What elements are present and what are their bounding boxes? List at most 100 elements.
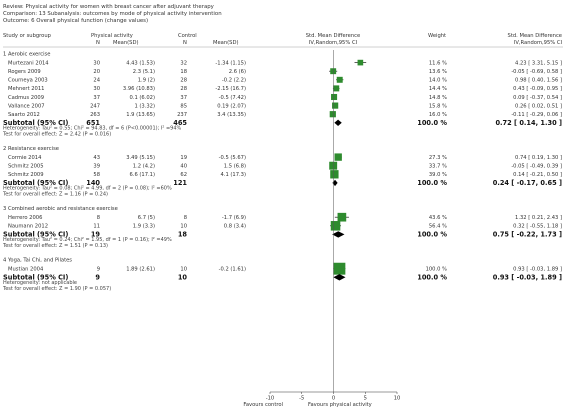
group-title: 4 Yoga, Tai Chi, and Pilates bbox=[3, 258, 72, 264]
subtotal-pa-n: 140 bbox=[86, 179, 100, 187]
weight-value: 14.8 % bbox=[429, 95, 447, 101]
pa-n: 30 bbox=[93, 86, 100, 92]
c-n: 10 bbox=[180, 224, 187, 230]
pa-n: 11 bbox=[93, 224, 100, 230]
c-mean-sd: 3.4 (13.35) bbox=[217, 112, 246, 118]
pa-n: 263 bbox=[90, 112, 100, 118]
group-title: 1 Aerobic exercise bbox=[3, 52, 50, 58]
col-physical-activity: Physical activity bbox=[91, 33, 133, 39]
c-mean-sd: -0.2 (2.2) bbox=[222, 78, 246, 84]
effect-square bbox=[331, 93, 338, 101]
weight-value: 13.6 % bbox=[429, 69, 447, 75]
subtotal-diamond bbox=[333, 274, 346, 281]
subtotal-ci: 0.24 [ -0.17, 0.65 ] bbox=[493, 179, 562, 187]
col-pa-mean-sd: Mean(SD) bbox=[113, 40, 138, 46]
pa-n: 43 bbox=[93, 155, 100, 161]
pa-mean-sd: 1 (3.32) bbox=[134, 103, 155, 109]
c-n: 18 bbox=[180, 69, 187, 75]
subtotal-label: Subtotal (95% CI) bbox=[3, 274, 68, 282]
pa-mean-sd: 1.2 (4.2) bbox=[133, 164, 155, 170]
c-n: 85 bbox=[180, 103, 187, 109]
effect-square bbox=[336, 76, 343, 83]
subtotal-ci: 0.72 [ 0.14, 1.30 ] bbox=[495, 119, 562, 127]
c-mean-sd: 1.5 (6.8) bbox=[224, 164, 246, 170]
x-axis: -10 -5 0 5 10 bbox=[266, 50, 401, 402]
smd-ci-value: 0.14 [ -0.21, 0.50 ] bbox=[513, 172, 562, 178]
col-c-n: N bbox=[183, 40, 187, 46]
subtotal-weight: 100.0 % bbox=[417, 179, 447, 187]
study-name: Courneya 2003 bbox=[8, 78, 48, 84]
pa-mean-sd: 6.7 (5) bbox=[138, 215, 155, 221]
weight-value: 43.6 % bbox=[429, 215, 447, 221]
c-mean-sd: -0.5 (7.42) bbox=[219, 95, 246, 101]
pa-mean-sd: 1.9 (3.3) bbox=[133, 224, 155, 230]
subtotal-ci: 0.75 [ -0.22, 1.73 ] bbox=[493, 231, 562, 239]
study-name: Vallance 2007 bbox=[8, 103, 45, 109]
smd-ci-value: -0.05 [ -0.69, 0.58 ] bbox=[511, 69, 562, 75]
c-n: 19 bbox=[180, 155, 187, 161]
c-n: 62 bbox=[180, 172, 187, 178]
tick-label: 10 bbox=[394, 396, 401, 402]
c-n: 40 bbox=[180, 164, 187, 170]
c-mean-sd: 2.6 (6) bbox=[229, 69, 246, 75]
tick-label: 5 bbox=[364, 396, 367, 402]
pa-mean-sd: 3.49 (5.15) bbox=[126, 155, 155, 161]
smd-ci-value: -0.05 [ -0.49, 0.39 ] bbox=[511, 164, 562, 170]
smd-ci-value: 0.74 [ 0.19, 1.30 ] bbox=[515, 155, 562, 161]
study-name: Cormie 2014 bbox=[8, 155, 42, 161]
c-mean-sd: -1.7 (6.9) bbox=[222, 215, 246, 221]
weight-value: 39.0 % bbox=[429, 172, 447, 178]
favours-control-label: Favours control bbox=[243, 402, 283, 408]
weight-value: 33.7 % bbox=[429, 164, 447, 170]
pa-n: 30 bbox=[93, 60, 100, 66]
smd-ci-value: -0.11 [ -0.29, 0.06 ] bbox=[511, 112, 562, 118]
smd-ci-value: 0.98 [ 0.40, 1.56 ] bbox=[515, 78, 562, 84]
col-pa-n: N bbox=[96, 40, 100, 46]
subtotal-pa-n: 19 bbox=[91, 231, 101, 239]
overall-effect-text: Test for overall effect: Z = 1.90 (P = 0… bbox=[2, 286, 111, 292]
pa-mean-sd: 2.3 (5.1) bbox=[133, 69, 155, 75]
study-name: Saarto 2012 bbox=[8, 112, 40, 118]
col-c-mean-sd: Mean(SD) bbox=[213, 40, 238, 46]
pa-n: 37 bbox=[93, 95, 100, 101]
weight-value: 11.6 % bbox=[429, 60, 447, 66]
outcome-line: Outcome: 6 Overall physical function (ch… bbox=[3, 18, 148, 24]
study-name: Herrero 2006 bbox=[8, 215, 42, 221]
col-smd-method-right: IV,Random,95% CI bbox=[514, 40, 563, 46]
weight-value: 15.8 % bbox=[429, 103, 447, 109]
review-line: Review: Physical activity for women with… bbox=[3, 4, 215, 10]
subtotal-pa-n: 651 bbox=[86, 119, 100, 127]
tick-label: -10 bbox=[266, 396, 274, 402]
tick-label: 0 bbox=[332, 396, 335, 402]
subtotal-c-n: 10 bbox=[178, 274, 188, 282]
c-mean-sd: -0.5 (5.67) bbox=[219, 155, 246, 161]
pa-mean-sd: 3.96 (10.83) bbox=[123, 86, 155, 92]
pa-n: 9 bbox=[97, 267, 100, 273]
pa-mean-sd: 6.6 (17.1) bbox=[130, 172, 156, 178]
c-mean-sd: -1.34 (1.15) bbox=[215, 60, 246, 66]
smd-ci-value: 0.32 [ -0.55, 1.18 ] bbox=[513, 224, 562, 230]
effect-square bbox=[334, 153, 342, 161]
subtotal-diamond bbox=[332, 179, 338, 187]
effect-square bbox=[332, 102, 339, 109]
c-n: 28 bbox=[180, 78, 187, 84]
effect-square bbox=[333, 85, 340, 92]
smd-ci-value: 0.09 [ -0.37, 0.54 ] bbox=[513, 95, 562, 101]
effect-square bbox=[330, 68, 337, 75]
heterogeneity-text: Heterogeneity: Tau² = 0.55; Chi² = 94.83… bbox=[3, 125, 181, 131]
study-name: Mustian 2004 bbox=[8, 267, 44, 273]
study-name: Rogers 2009 bbox=[8, 69, 41, 75]
effect-square bbox=[329, 111, 336, 118]
pa-n: 24 bbox=[93, 78, 100, 84]
subtotal-weight: 100.0 % bbox=[417, 274, 447, 282]
study-name: Cadmus 2009 bbox=[8, 95, 44, 101]
subtotal-label: Subtotal (95% CI) bbox=[3, 119, 68, 127]
subtotal-weight: 100.0 % bbox=[417, 231, 447, 239]
effect-square bbox=[333, 262, 346, 275]
study-name: Schmitz 2005 bbox=[8, 164, 44, 170]
pa-mean-sd: 1.9 (2) bbox=[138, 78, 155, 84]
smd-ci-value: 4.23 [ 3.31, 5.15 ] bbox=[515, 60, 562, 66]
c-mean-sd: 4.1 (17.3) bbox=[221, 172, 247, 178]
pa-n: 247 bbox=[90, 103, 100, 109]
